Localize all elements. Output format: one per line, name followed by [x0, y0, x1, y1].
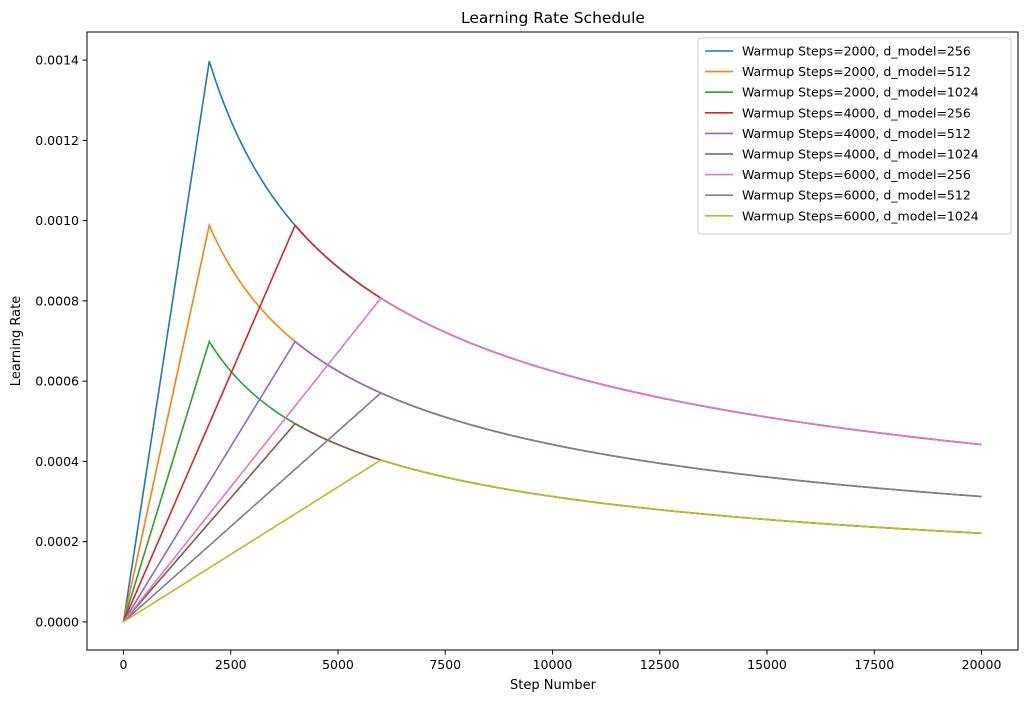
legend-box	[697, 37, 1012, 235]
series-line	[122, 339, 982, 623]
y-tick-label: 0.0008	[35, 293, 79, 308]
legend-label: Warmup Steps=6000, d_model=256	[742, 167, 971, 182]
series-line	[122, 340, 982, 623]
x-tick-label: 7500	[429, 657, 461, 672]
y-axis: 0.0000 0.0002 0.0004 0.0006 0.0008 0.0010 0.00…	[35, 53, 87, 629]
legend-label: Warmup Steps=4000, d_model=1024	[742, 147, 979, 162]
series-line	[122, 297, 982, 623]
plot-lines	[122, 60, 982, 623]
y-tick-label: 0.0004	[35, 454, 79, 469]
legend: Warmup Steps=2000, d_model=256 Warmup Ste…	[697, 37, 1012, 235]
x-axis-label: Step Number	[510, 678, 597, 693]
x-tick-label: 12500	[640, 657, 680, 672]
chart-title: Learning Rate Schedule	[461, 9, 645, 27]
series-line	[122, 422, 982, 623]
y-tick-label: 0.0006	[35, 374, 79, 389]
x-tick-label: 10000	[533, 657, 573, 672]
x-tick-label: 15000	[747, 657, 787, 672]
legend-label: Warmup Steps=6000, d_model=1024	[742, 208, 979, 223]
y-tick-label: 0.0014	[35, 53, 79, 68]
legend-label: Warmup Steps=4000, d_model=256	[742, 105, 971, 120]
y-tick-label: 0.0012	[35, 133, 79, 148]
y-axis-label: Learning Rate	[9, 296, 24, 386]
x-tick-label: 2500	[215, 657, 247, 672]
legend-label: Warmup Steps=6000, d_model=512	[742, 188, 971, 203]
x-tick-label: 20000	[962, 657, 1002, 672]
series-line	[123, 459, 982, 623]
x-axis: 0 2500 5000 7500 10000 12500 15000 17500 20000	[119, 650, 1001, 672]
series-line	[122, 223, 982, 623]
y-tick-label: 0.0010	[35, 213, 79, 228]
series-line	[122, 222, 982, 623]
legend-label: Warmup Steps=2000, d_model=256	[742, 44, 971, 59]
y-tick-label: 0.0002	[35, 534, 79, 549]
legend-label: Warmup Steps=2000, d_model=1024	[742, 85, 979, 100]
y-tick-label: 0.0000	[35, 614, 79, 629]
legend-label: Warmup Steps=4000, d_model=512	[742, 126, 971, 141]
x-tick-label: 5000	[322, 657, 354, 672]
x-tick-label: 0	[119, 657, 127, 672]
series-line	[122, 392, 982, 623]
x-tick-label: 17500	[854, 657, 894, 672]
legend-label: Warmup Steps=2000, d_model=512	[742, 64, 971, 79]
